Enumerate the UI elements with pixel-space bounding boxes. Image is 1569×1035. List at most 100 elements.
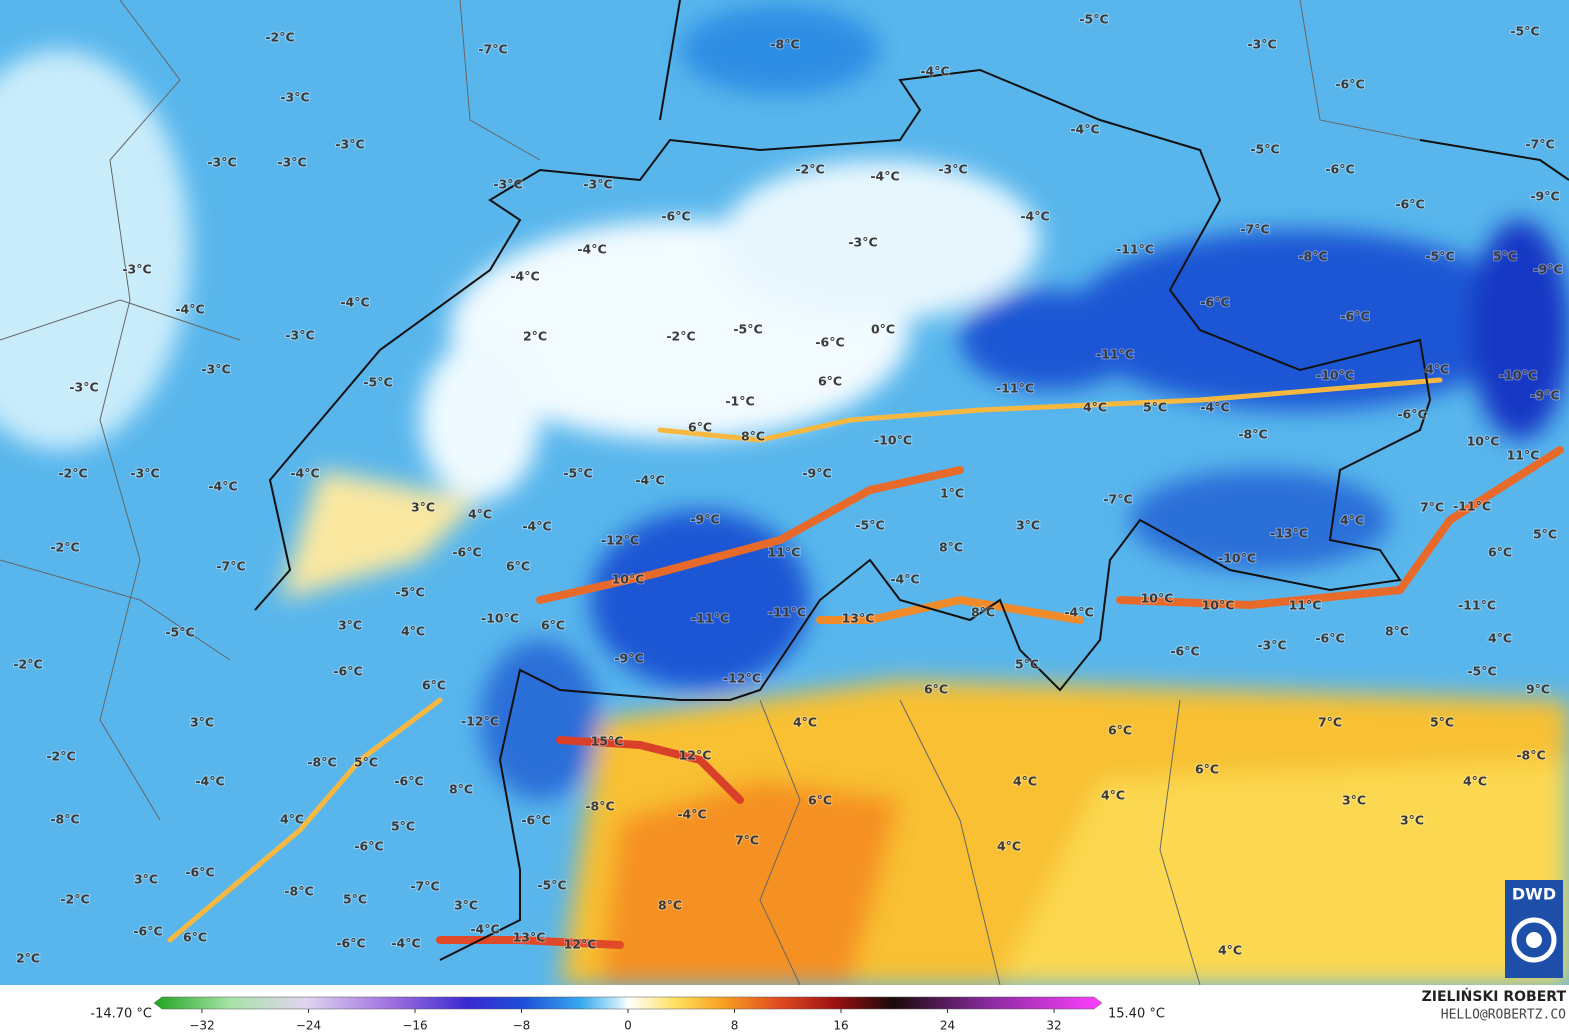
temperature-label: -13°C xyxy=(1270,526,1308,541)
temperature-label: -10°C xyxy=(1499,368,1537,383)
temperature-label: -9°C xyxy=(614,651,643,666)
temperature-label: -6°C xyxy=(354,839,383,854)
temperature-label: 4°C xyxy=(468,507,492,522)
admin-lines xyxy=(0,0,1421,986)
temperature-label: 8°C xyxy=(741,429,765,444)
temperature-label: -6°C xyxy=(336,936,365,951)
temperature-label: -12°C xyxy=(461,714,499,729)
temperature-label: 6°C xyxy=(506,559,530,574)
temperature-label: -2°C xyxy=(265,30,294,45)
temperature-label: 15°C xyxy=(591,734,624,749)
temperature-label: 7°C xyxy=(1420,500,1444,515)
temperature-label: -7°C xyxy=(478,42,507,57)
temperature-label: 8°C xyxy=(449,782,473,797)
temperature-label: -4°C xyxy=(195,774,224,789)
temperature-label: -8°C xyxy=(284,884,313,899)
temperature-label: -11°C xyxy=(996,381,1034,396)
temperature-label: 6°C xyxy=(924,682,948,697)
temperature-label: 10°C xyxy=(1467,434,1500,449)
temperature-label: -6°C xyxy=(1170,644,1199,659)
alpine-valleys xyxy=(167,377,1564,949)
temperature-label: 11°C xyxy=(768,545,801,560)
temperature-label: 2°C xyxy=(523,329,547,344)
temperature-label: 10°C xyxy=(1202,598,1235,613)
colorbar-tick-label: −8 xyxy=(513,1019,531,1033)
temperature-label: 4°C xyxy=(1218,943,1242,958)
temperature-label: -3°C xyxy=(848,235,877,250)
temperature-labels: -2°C -7°C -8°C -5°C -3°C -5°C -4°C -6°C -3°C -4°C… xyxy=(12,11,1563,967)
temperature-label: 7°C xyxy=(735,833,759,848)
temperature-label: 7°C xyxy=(1318,715,1342,730)
temperature-label: 5°C xyxy=(1493,249,1517,264)
temperature-label: -4°C xyxy=(510,269,539,284)
temperature-label: -7°C xyxy=(1240,222,1269,237)
temperature-label: 4°C xyxy=(401,624,425,639)
temperature-label: -2°C xyxy=(50,540,79,555)
credit-author: ZIELIŃSKI ROBERT xyxy=(1422,987,1567,1005)
temperature-label: -6°C xyxy=(1395,197,1424,212)
temperature-label: -5°C xyxy=(165,625,194,640)
temperature-label: -9°C xyxy=(1530,388,1559,403)
temperature-label: 10°C xyxy=(1141,591,1174,606)
temperature-label: 12°C xyxy=(679,748,712,763)
temperature-label: -10°C xyxy=(481,611,519,626)
temperature-label: -11°C xyxy=(1458,598,1496,613)
temperature-label: 6°C xyxy=(688,420,712,435)
temperature-label: -4°C xyxy=(677,807,706,822)
temperature-label: -3°C xyxy=(280,90,309,105)
temperature-label: -3°C xyxy=(493,177,522,192)
temperature-label: -2°C xyxy=(58,466,87,481)
temperature-label: 5°C xyxy=(1015,657,1039,672)
temperature-label: -12°C xyxy=(601,533,639,548)
temperature-label: -5°C xyxy=(1467,664,1496,679)
temperature-label: 4°C xyxy=(1083,400,1107,415)
temperature-label: 11°C xyxy=(1507,448,1540,463)
logo-swirl xyxy=(1511,917,1557,963)
logo-text: DWD xyxy=(1512,885,1556,904)
temperature-label: -3°C xyxy=(201,362,230,377)
temperature-label: -2°C xyxy=(795,162,824,177)
temperature-label: 6°C xyxy=(422,678,446,693)
temperature-label: -4°C xyxy=(1070,122,1099,137)
temperature-label: -5°C xyxy=(537,878,566,893)
temperature-label: 5°C xyxy=(354,755,378,770)
temperature-label: -8°C xyxy=(307,755,336,770)
temperature-label: 1°C xyxy=(940,486,964,501)
borders xyxy=(254,0,1569,961)
temperature-label: -6°C xyxy=(1397,407,1426,422)
logo-swirl-core xyxy=(1526,932,1542,948)
temperature-label: -4°C xyxy=(208,479,237,494)
temperature-label: -8°C xyxy=(1516,748,1545,763)
temperature-label: -11°C xyxy=(1453,499,1491,514)
temperature-label: 6°C xyxy=(808,793,832,808)
temperature-label: -4°C xyxy=(635,473,664,488)
temperature-label: 8°C xyxy=(658,898,682,913)
temperature-label: 8°C xyxy=(939,540,963,555)
temperature-label: -4°C xyxy=(1200,400,1229,415)
temperature-label: -4°C xyxy=(522,519,551,534)
temperature-label: -3°C xyxy=(1247,37,1276,52)
temperature-label: -3°C xyxy=(130,466,159,481)
temperature-label: -9°C xyxy=(802,466,831,481)
temperature-label: 3°C xyxy=(1400,813,1424,828)
temperature-label: -4°C xyxy=(391,936,420,951)
temperature-label: -3°C xyxy=(285,328,314,343)
temperature-label: -6°C xyxy=(1315,631,1344,646)
colorbar-tick-label: 8 xyxy=(731,1019,739,1033)
temperature-label: -4°C xyxy=(890,572,919,587)
temperature-label: 3°C xyxy=(454,898,478,913)
colorbar-tick-label: −32 xyxy=(189,1019,214,1033)
temperature-label: 3°C xyxy=(1016,518,1040,533)
colorbar-max-label: 15.40 °C xyxy=(1108,1007,1165,1022)
temperature-label: -9°C xyxy=(1533,262,1562,277)
colorbar-tick-label: −24 xyxy=(296,1019,321,1033)
temperature-label: -3°C xyxy=(583,177,612,192)
map xyxy=(0,0,1569,986)
temperature-label: 5°C xyxy=(1143,400,1167,415)
temperature-label: 4°C xyxy=(1425,362,1449,377)
temperature-label: -4°C xyxy=(1064,605,1093,620)
temperature-label: -5°C xyxy=(855,518,884,533)
temperature-label: -3°C xyxy=(335,137,364,152)
temperature-label: -8°C xyxy=(1238,427,1267,442)
